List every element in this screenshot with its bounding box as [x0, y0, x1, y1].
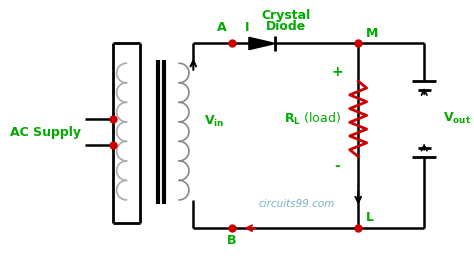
- Text: L: L: [366, 211, 374, 225]
- Text: circuits99.com: circuits99.com: [259, 199, 335, 209]
- Text: $\mathbf{R_L}$ (load): $\mathbf{R_L}$ (load): [284, 111, 341, 127]
- Text: I: I: [245, 21, 250, 34]
- Text: Diode: Diode: [265, 20, 306, 33]
- Text: $\mathbf{V_{in}}$: $\mathbf{V_{in}}$: [204, 114, 224, 129]
- Text: B: B: [227, 234, 237, 247]
- Text: $\mathbf{V_{out}}$: $\mathbf{V_{out}}$: [443, 111, 471, 126]
- Text: M: M: [366, 27, 378, 40]
- Text: +: +: [332, 65, 343, 79]
- Text: AC Supply: AC Supply: [10, 126, 81, 139]
- Text: A: A: [217, 21, 226, 34]
- Text: Crystal: Crystal: [261, 9, 310, 22]
- Text: -: -: [335, 159, 340, 173]
- Polygon shape: [249, 37, 275, 50]
